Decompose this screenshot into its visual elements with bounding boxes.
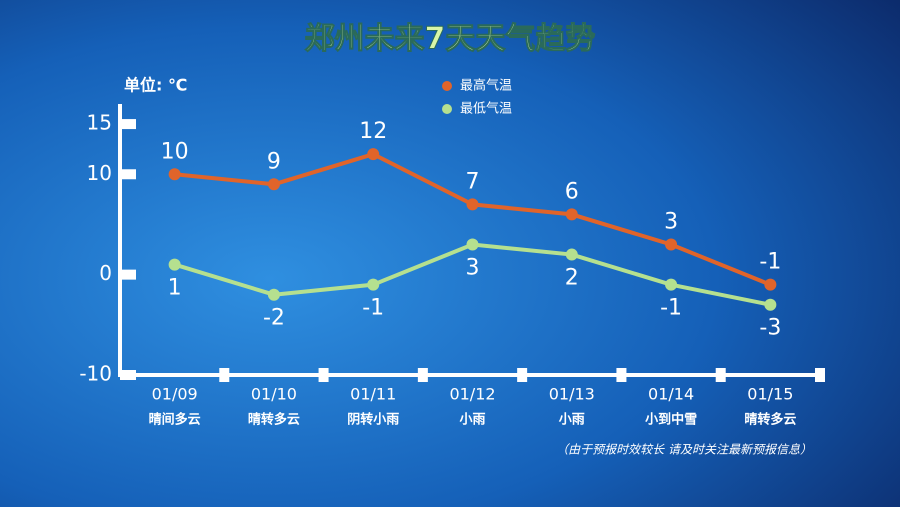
point [367,148,380,161]
data-label: 10 [161,139,189,164]
legend-marker [442,81,452,91]
data-label: 12 [359,119,387,144]
data-label: -3 [759,316,781,341]
note: （由于预报时效较长 请及时关注最新预报信息） [556,443,812,457]
weather-label: 小雨 [459,413,485,428]
y-tick [120,370,136,380]
point [267,288,280,301]
x-tick-label: 01/09 [152,385,198,404]
legend-marker [442,104,452,114]
point [565,208,578,221]
weather-label: 晴转多云 [248,412,300,428]
point [466,198,479,211]
point [168,168,181,181]
x-tick-label: 01/10 [251,385,297,404]
y-tick [120,119,136,130]
point [764,278,777,291]
weather-label: 晴转多云 [744,412,796,428]
data-label: 3 [466,256,480,281]
x-separator [318,368,329,382]
point [665,278,678,291]
weather-label: 晴间多云 [149,412,201,428]
data-label: -1 [362,296,384,321]
point [168,258,181,271]
x-tick-label: 01/11 [350,385,396,404]
x-separator [616,368,627,382]
point [466,238,479,251]
y-tick [120,269,136,280]
y-axis-label: 单位: ℃ [124,76,187,95]
x-separator [417,368,428,382]
chart-title: 郑州未来7天天气趋势 [305,22,596,57]
y-tick-label: -10 [79,362,112,386]
point [367,278,380,291]
data-label: 6 [565,179,579,204]
legend-label: 最低气温 [460,101,512,117]
data-label: -1 [759,250,781,275]
data-label: 2 [565,266,579,291]
point [565,248,578,261]
legend-label: 最高气温 [460,78,512,94]
x-separator [219,368,230,382]
data-label: -2 [263,306,285,331]
y-tick-label: 0 [99,261,112,285]
x-tick-label: 01/12 [449,385,495,404]
data-label: 3 [664,210,678,235]
point [267,178,280,191]
x-tick-label: 01/13 [549,385,595,404]
y-tick-label: 15 [87,111,112,135]
x-separator [517,368,528,382]
data-label: 7 [466,169,480,194]
x-separator [715,368,726,382]
point [764,298,777,311]
weather-label: 小到中雪 [645,412,697,428]
data-label: 9 [267,149,281,174]
weather-label: 小雨 [559,413,585,428]
point [665,238,678,251]
data-label: -1 [660,296,682,321]
y-tick-label: 10 [87,161,112,185]
x-tick-label: 01/14 [648,385,694,404]
weather-label: 阴转小雨 [347,412,399,428]
x-tick-label: 01/15 [747,385,793,404]
data-label: 1 [168,276,182,301]
y-tick [120,169,136,180]
x-separator [815,368,825,382]
